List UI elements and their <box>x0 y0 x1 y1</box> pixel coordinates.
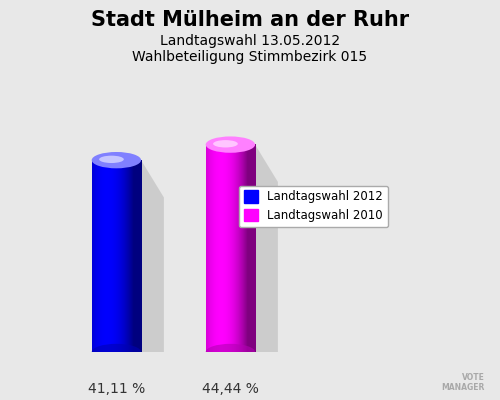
Text: VOTE
MANAGER: VOTE MANAGER <box>442 373 485 392</box>
Ellipse shape <box>206 344 255 360</box>
Polygon shape <box>92 160 164 389</box>
Text: Wahlbeteiligung Stimmbezirk 015: Wahlbeteiligung Stimmbezirk 015 <box>132 50 368 64</box>
Ellipse shape <box>213 140 238 148</box>
Ellipse shape <box>92 344 141 360</box>
Text: 44,44 %: 44,44 % <box>202 382 259 396</box>
Polygon shape <box>206 145 278 389</box>
Text: Stadt Mülheim an der Ruhr: Stadt Mülheim an der Ruhr <box>91 10 409 30</box>
Text: 41,11 %: 41,11 % <box>88 382 145 396</box>
Legend: Landtagswahl 2012, Landtagswahl 2010: Landtagswahl 2012, Landtagswahl 2010 <box>239 186 388 227</box>
Ellipse shape <box>206 136 255 153</box>
FancyBboxPatch shape <box>10 352 390 368</box>
Text: Landtagswahl 13.05.2012: Landtagswahl 13.05.2012 <box>160 34 340 48</box>
Ellipse shape <box>99 156 124 163</box>
Ellipse shape <box>92 152 141 168</box>
